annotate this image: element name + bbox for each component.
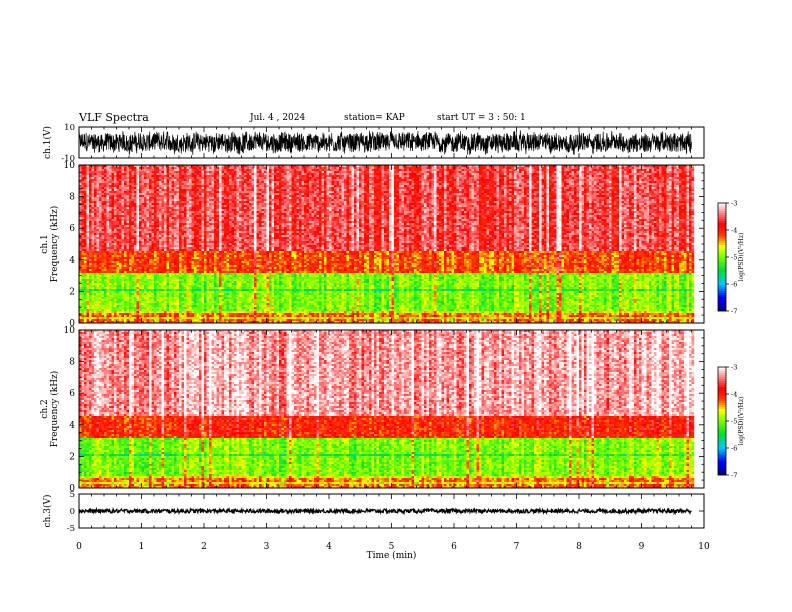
ch1-waveform-trace	[79, 130, 692, 155]
ch2-spectrogram-ylabel-frequency: Frequency (kHz)	[49, 371, 60, 448]
ch1-spectrogram-ytick-label: 6	[69, 224, 75, 234]
ch1-spectrogram-ylabel-frequency: Frequency (kHz)	[49, 206, 60, 283]
ch2-spectrogram-ytick-label: 6	[69, 389, 75, 399]
ch1-spectrogram-colorbar	[718, 203, 726, 311]
ch1-spectrogram-colorbar-tick-label: -5	[731, 254, 737, 262]
x-tick-label: 10	[698, 542, 710, 552]
ch2-spectrogram-image	[79, 330, 694, 488]
ch3-waveform-trace	[79, 509, 692, 513]
ch1-waveform-group	[79, 130, 692, 155]
ch1-spectrogram-colorbar-label: log(PSD)(V²/Hz)	[738, 233, 745, 282]
x-axis-label: Time (min)	[367, 550, 417, 561]
ch2-spectrogram-colorbar-tick-label: -4	[731, 391, 737, 399]
ch1-spectrogram-ytick-label: 10	[64, 161, 76, 171]
ch2-spectrogram-ytick-label: 4	[69, 421, 75, 431]
ch2-spectrogram-colorbar-tick-label: -5	[731, 418, 737, 426]
x-tick-label: 4	[326, 542, 332, 552]
x-tick-label: 9	[639, 542, 645, 552]
ch1-spectrogram-image	[79, 165, 694, 323]
ch3-waveform-ytick-label: 5	[70, 490, 75, 500]
ch2-spectrogram-ylabel-channel: ch.2	[40, 399, 50, 418]
ch3-waveform-ytick-label: -5	[67, 524, 75, 534]
ch2-spectrogram-colorbar-tick-label: -7	[731, 472, 737, 480]
ch1-spectrogram-ytick-label: 8	[69, 193, 75, 203]
ch1-spectrogram-ylabel-channel: ch.1	[40, 234, 50, 253]
ch2-spectrogram-ytick-label: 8	[69, 358, 75, 368]
ch1-spectrogram-colorbar-tick-label: -4	[731, 227, 737, 235]
ch1-spectrogram-ytick-label: 4	[69, 256, 75, 266]
ch3-waveform-ytick-label: 0	[70, 507, 75, 517]
ch1-spectrogram-colorbar-tick-label: -6	[731, 281, 737, 289]
x-tick-label: 8	[576, 542, 582, 552]
ch1-spectrogram-colorbar-tick-label: -3	[731, 200, 737, 208]
x-tick-label: 7	[514, 542, 520, 552]
ch2-spectrogram-colorbar-tick-label: -3	[731, 364, 737, 372]
ch1-waveform-ylabel: ch.1(V)	[42, 126, 53, 159]
ch3-waveform-group	[79, 509, 692, 513]
vlf-spectra-figure: 10-10ch.1(V)0246810ch.1 Frequency (kHz)02…	[0, 0, 792, 612]
ch2-spectrogram-ytick-label: 10	[64, 326, 76, 336]
ch1-spectrogram-colorbar-tick-label: -7	[731, 308, 737, 316]
ch1-spectrogram-ytick-label: 2	[69, 287, 75, 297]
ch2-spectrogram-colorbar-tick-label: -6	[731, 445, 737, 453]
ch2-spectrogram-ytick-label: 2	[69, 452, 75, 462]
ch3-waveform-ylabel: ch.3(V)	[42, 495, 53, 528]
ch1-waveform-ytick-label: 10	[64, 123, 75, 133]
x-tick-label: 0	[76, 542, 82, 552]
x-tick-label: 1	[139, 542, 145, 552]
ch2-spectrogram-colorbar	[718, 367, 726, 475]
x-tick-label: 3	[264, 542, 270, 552]
ch2-spectrogram-colorbar-label: log(PSD)(V²/Hz)	[738, 397, 745, 446]
x-tick-label: 6	[451, 542, 457, 552]
x-tick-label: 2	[201, 542, 207, 552]
